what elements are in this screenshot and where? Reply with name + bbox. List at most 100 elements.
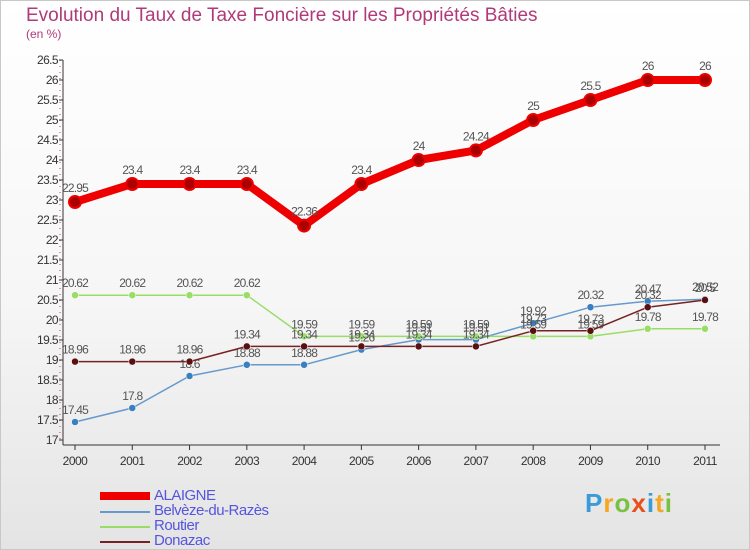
- y-tick-label: 20: [46, 313, 59, 327]
- y-tick-label: 19.5: [37, 333, 59, 347]
- data-point: [414, 342, 423, 351]
- legend-label: Donazac: [154, 532, 210, 549]
- data-point: [472, 332, 480, 341]
- data-point: [300, 342, 308, 351]
- data-point: [182, 177, 197, 191]
- data-label: 19.59: [520, 317, 547, 331]
- data-label: 26: [699, 59, 712, 73]
- data-point: [128, 404, 137, 412]
- data-label: 19.59: [348, 317, 375, 331]
- data-label: 19.34: [348, 327, 375, 341]
- legend-swatch: [100, 492, 150, 500]
- data-label: 19.34: [463, 327, 490, 341]
- series-line-alaigne: [71, 76, 709, 230]
- data-point: [414, 332, 423, 341]
- data-point: [586, 327, 595, 335]
- data-label: 22.36: [291, 205, 318, 219]
- y-tick-label: 20.5: [37, 293, 59, 307]
- data-label: 18.88: [234, 346, 261, 360]
- legend-swatch: [100, 541, 150, 543]
- y-tick-label: 25: [46, 113, 59, 127]
- y-tick-label: 22: [46, 233, 59, 247]
- data-point: [472, 342, 480, 351]
- y-tick-label: 19: [46, 353, 59, 367]
- data-label: 20.47: [635, 282, 662, 296]
- data-label: 20.62: [119, 276, 146, 290]
- x-tick-label: 2002: [177, 454, 203, 468]
- data-point: [68, 195, 82, 209]
- data-label: 17.45: [62, 403, 89, 417]
- y-tick-label: 24: [46, 153, 59, 167]
- y-axis-unit-label: (en %): [26, 27, 62, 41]
- series-line-routier: [74, 294, 706, 338]
- x-tick-label: 2008: [521, 454, 547, 468]
- legend-label: Belvèze-du-Razès: [154, 502, 269, 519]
- data-label: 20.32: [577, 288, 604, 302]
- data-label: 18.96: [62, 343, 89, 357]
- data-point: [354, 177, 369, 191]
- data-point: [701, 325, 709, 333]
- x-tick-label: 2010: [635, 454, 661, 468]
- data-label: 19.51: [463, 321, 490, 335]
- y-tick-label: 25.5: [37, 93, 59, 107]
- data-label: 23.4: [237, 163, 258, 177]
- data-point: [243, 291, 251, 299]
- data-label: 19.78: [692, 310, 719, 324]
- data-label: 19.34: [406, 327, 433, 341]
- data-point: [468, 143, 483, 158]
- data-label: 19.73: [577, 312, 604, 326]
- y-tick-label: 17.5: [37, 413, 59, 427]
- data-point: [297, 218, 312, 233]
- data-point: [185, 357, 194, 366]
- data-label: 17.8: [122, 389, 143, 403]
- logo-letter: t: [655, 488, 665, 518]
- data-point: [71, 291, 79, 299]
- data-label: 18.96: [177, 343, 204, 357]
- y-tick-label: 21.5: [37, 253, 59, 267]
- data-label: 20.62: [62, 276, 89, 290]
- x-tick-label: 2001: [120, 454, 146, 468]
- data-point: [71, 418, 79, 426]
- y-tick-label: 26.5: [37, 53, 59, 67]
- legend-swatch: [100, 526, 150, 528]
- data-label: 18.96: [119, 343, 146, 357]
- data-point: [643, 325, 652, 333]
- data-point: [128, 357, 137, 366]
- data-point: [243, 361, 251, 369]
- data-label: 19.34: [234, 327, 261, 341]
- x-tick-label: 2004: [292, 454, 318, 468]
- data-point: [411, 153, 426, 167]
- series-line-belv-ze-du-raz-s: [74, 298, 706, 423]
- x-tick-label: 2009: [578, 454, 604, 468]
- y-tick-label: 17: [46, 433, 59, 447]
- data-point: [71, 357, 79, 366]
- data-label: 20.62: [234, 276, 261, 290]
- logo-letter: i: [664, 488, 673, 518]
- data-point: [357, 332, 366, 341]
- x-tick-label: 2006: [406, 454, 432, 468]
- data-point: [529, 319, 537, 327]
- data-point: [640, 73, 655, 87]
- data-label: 19.78: [635, 310, 662, 324]
- chart-title: Evolution du Taux de Taxe Foncière sur l…: [26, 5, 538, 26]
- data-label: 20.62: [177, 276, 204, 290]
- data-label: 19.73: [520, 312, 547, 326]
- y-tick-label: 23: [46, 193, 59, 207]
- y-tick-label: 24.5: [37, 133, 59, 147]
- logo-letter: P: [585, 488, 604, 518]
- x-tick-label: 2011: [693, 454, 718, 468]
- data-point: [643, 303, 652, 311]
- data-point: [300, 361, 308, 369]
- data-point: [529, 327, 537, 335]
- y-tick-label: 21: [46, 273, 59, 287]
- data-point: [300, 332, 308, 341]
- y-tick-label: 23.5: [37, 173, 59, 187]
- data-point: [243, 342, 251, 351]
- data-point: [185, 291, 194, 299]
- y-tick-label: 18.5: [37, 373, 59, 387]
- y-tick-label: 22.5: [37, 213, 59, 227]
- data-point: [583, 93, 598, 107]
- logo-letter: i: [646, 488, 656, 518]
- data-label: 19.34: [291, 327, 318, 341]
